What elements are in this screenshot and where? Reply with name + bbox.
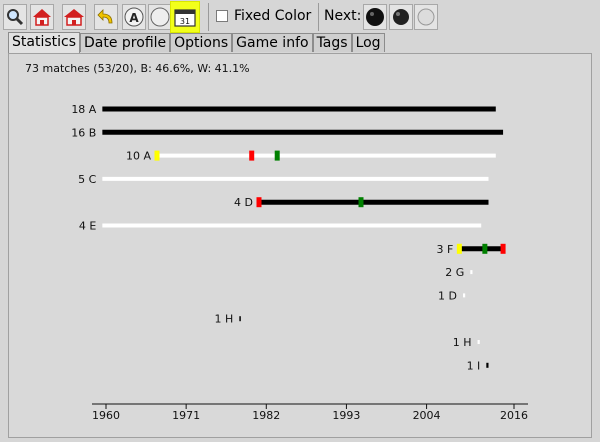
letter-a-button[interactable]: A [122,4,146,30]
undo-button[interactable] [94,4,118,30]
toolbar-separator [208,3,209,31]
fixed-color-label: Fixed Color [234,8,312,24]
home-icon [33,9,51,26]
timeline-marker [456,243,462,254]
svg-text:31: 31 [180,17,190,26]
timeline-marker [482,243,488,254]
x-tick-label: 2016 [500,409,528,422]
next-label: Next: [324,8,362,24]
undo-arrow-icon [97,9,113,24]
x-tick-label: 1960 [92,409,120,422]
timeline-marker [500,243,506,254]
x-tick-label: 1982 [252,409,280,422]
search-button[interactable] [3,4,27,30]
home-icon [64,9,84,26]
row-label: 1 I [467,359,481,372]
statistics-panel [8,53,592,438]
white-stone-icon [417,8,435,26]
tab-options[interactable]: Options [170,33,233,52]
tab-game-info[interactable]: Game info [232,33,313,52]
calendar-button[interactable]: 31 [170,1,200,33]
row-label: 18 A [71,103,96,116]
tab-date-profile[interactable]: Date profile [80,33,171,52]
row-label: 16 B [71,126,96,139]
home-back-button[interactable] [62,4,86,30]
tab-tags[interactable]: Tags [312,33,352,52]
next-black-stone-button[interactable] [389,4,413,30]
row-label: 1 H [215,313,234,326]
row-label: 10 A [126,150,151,163]
fixed-color-checkbox[interactable]: Fixed Color [216,8,311,24]
timeline-marker [154,150,160,161]
toolbar-separator [318,3,319,31]
tab-bar: Statistics Date profile Options Game inf… [8,32,385,54]
next-black-stone-button[interactable] [363,4,387,30]
match-summary: 73 matches (53/20), B: 46.6%, W: 41.1% [25,62,250,75]
tab-statistics[interactable]: Statistics [8,32,80,53]
x-tick-label: 2004 [413,409,441,422]
black-stone-icon [393,9,409,25]
checkbox-box[interactable] [216,10,228,22]
toolbar: A 31 Fixed Color Next: [0,0,600,34]
calendar-icon: 31 [174,9,196,27]
letter-a-icon: A [124,7,144,27]
row-label: 1 H [453,336,472,349]
timeline-marker [358,197,364,208]
row-label: 3 F [437,243,454,256]
timeline-marker [256,197,262,208]
black-stone-icon [366,8,384,26]
timeline-marker [274,150,280,161]
next-white-stone-button[interactable] [414,4,438,30]
row-label: 5 C [78,173,96,186]
row-label: 4 E [79,220,96,233]
svg-text:A: A [129,11,139,25]
x-tick-label: 1971 [172,409,200,422]
row-label: 4 D [234,196,253,209]
search-icon [7,9,24,26]
x-tick-label: 1993 [332,409,360,422]
timeline-marker [249,150,255,161]
stone-icon [150,7,170,27]
row-label: 1 D [438,289,457,302]
home-button[interactable] [30,4,54,30]
stone-button[interactable] [148,4,172,30]
tab-log[interactable]: Log [351,33,385,52]
row-label: 2 G [445,266,464,279]
